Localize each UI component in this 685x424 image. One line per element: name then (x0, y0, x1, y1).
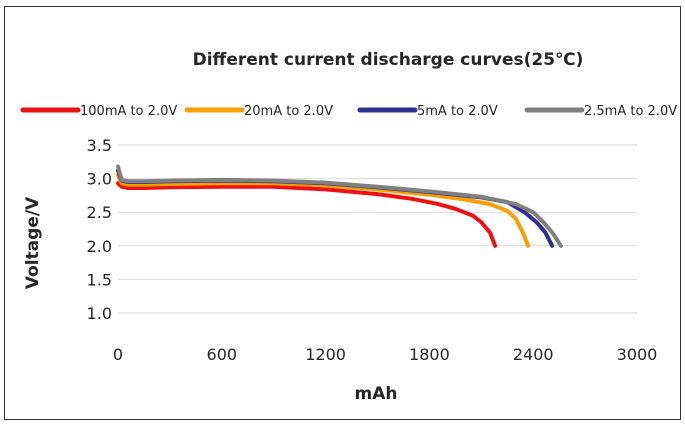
series-line-2 (116, 173, 530, 248)
x-tick-label: 0 (113, 345, 123, 364)
x-tick-label: 600 (207, 345, 238, 364)
y-tick-label: 3.5 (87, 136, 112, 155)
y-tick-label: 1.0 (87, 304, 112, 323)
series-lines (116, 164, 563, 248)
chart: Different current discharge curves(25℃) … (20, 50, 677, 404)
x-axis-ticks: 0 600 1200 1800 2400 3000 (113, 345, 657, 364)
legend-label-2: 20mA to 2.0V (244, 104, 333, 119)
legend-label-3: 5mA to 2.0V (417, 104, 498, 119)
y-tick-label: 2.5 (87, 203, 112, 222)
x-tick-label: 3000 (617, 345, 658, 364)
chart-frame: Different current discharge curves(25℃) … (4, 6, 681, 420)
y-axis-ticks: 1.0 1.5 2.0 2.5 3.0 3.5 (87, 136, 112, 323)
legend: 100mA to 2.0V 20mA to 2.0V 5mA to 2.0V 2.5m… (20, 104, 677, 119)
series-line-1 (116, 181, 498, 248)
x-tick-label: 1200 (305, 345, 346, 364)
series-line-4 (116, 164, 563, 248)
gridlines (118, 144, 637, 314)
x-axis-title: mAh (355, 384, 398, 404)
x-tick-label: 1800 (409, 345, 450, 364)
legend-label-1: 100mA to 2.0V (80, 104, 177, 119)
y-tick-label: 3.0 (87, 170, 112, 189)
legend-label-4: 2.5mA to 2.0V (584, 104, 677, 119)
y-tick-label: 2.0 (87, 237, 112, 256)
chart-title: Different current discharge curves(25℃) (193, 50, 584, 70)
y-tick-label: 1.5 (87, 270, 112, 289)
y-axis-title: Voltage/V (23, 196, 43, 289)
x-tick-label: 2400 (513, 345, 554, 364)
